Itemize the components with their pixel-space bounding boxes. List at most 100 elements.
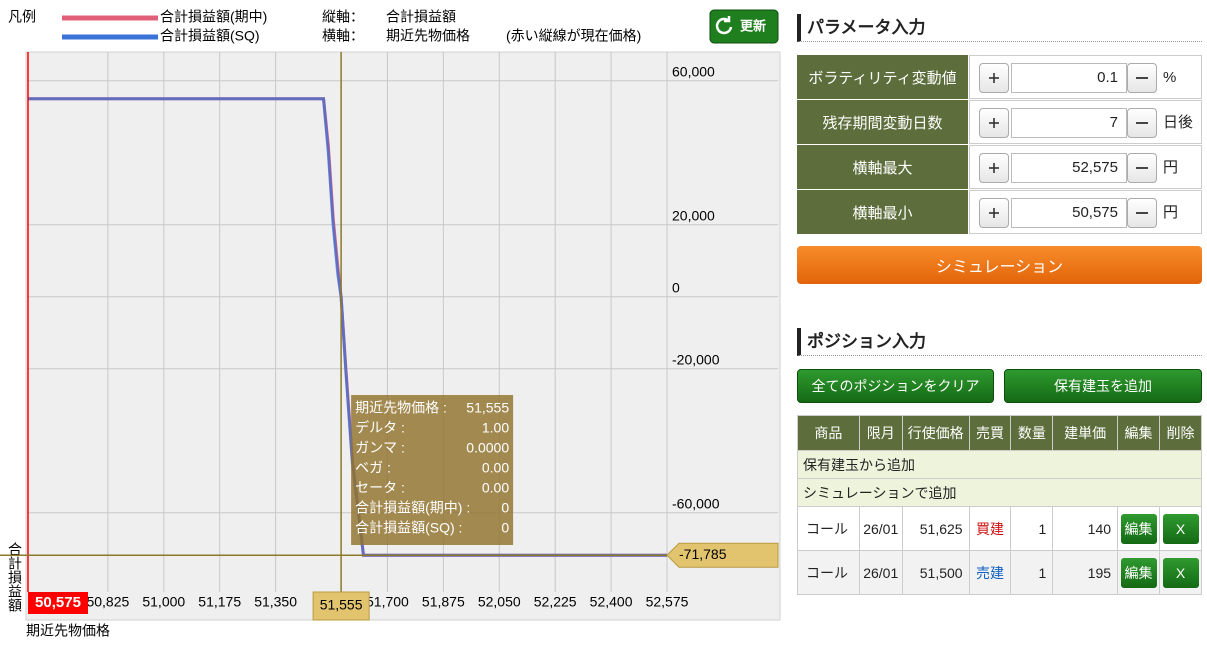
position-cell: コール xyxy=(797,506,860,551)
tooltip-label: ベガ : xyxy=(355,460,391,476)
tooltip-label: デルタ : xyxy=(355,420,405,436)
column-header: 削除 xyxy=(1159,415,1202,451)
column-header: 行使価格 xyxy=(901,415,970,451)
tooltip-value: 0 xyxy=(501,500,509,516)
tooltip-label: 合計損益額(期中) : xyxy=(355,500,470,516)
plus-button[interactable] xyxy=(979,153,1009,183)
tooltip-value: 0.00 xyxy=(482,480,509,496)
column-header: 限月 xyxy=(858,415,903,451)
param-input[interactable]: 52,575 xyxy=(1011,153,1127,183)
axis-info: 合計損益額 xyxy=(386,9,456,25)
y-tick-label: -20,000 xyxy=(672,352,720,368)
edit-button[interactable]: 編集 xyxy=(1120,557,1157,588)
refresh-button[interactable]: 更新 xyxy=(709,9,779,44)
param-cell: 0.1% xyxy=(969,55,1202,99)
delete-cell: X xyxy=(1159,506,1202,551)
column-header: 編集 xyxy=(1117,415,1160,451)
plus-button[interactable] xyxy=(979,108,1009,138)
tooltip-value: 0 xyxy=(501,520,509,536)
plus-button[interactable] xyxy=(979,63,1009,93)
x-tick-label: 52,225 xyxy=(534,594,577,610)
tooltip-label: ガンマ : xyxy=(355,440,405,456)
position-row: コール 26/01 51,500 売建 1 195 編集 X xyxy=(797,550,1202,595)
axis-info: (赤い縦線が現在価格) xyxy=(506,28,641,44)
y-tick-label: 20,000 xyxy=(672,208,715,224)
tooltip-value: 0.00 xyxy=(482,460,509,476)
x-tick-label: 52,400 xyxy=(590,594,633,610)
position-cell: コール xyxy=(797,550,860,595)
section-row: シミュレーションで追加 xyxy=(797,478,1202,507)
minus-icon xyxy=(1136,122,1148,124)
position-table: 商品 限月 行使価格 売買 数量 建単価 編集 削除 保有建玉から追加 シミュレーションで追加 コー… xyxy=(797,415,1202,595)
column-header: 建単価 xyxy=(1052,415,1119,451)
legend-item: 合計損益額(SQ) xyxy=(160,28,260,44)
position-cell: 51,500 xyxy=(901,550,970,595)
position-cell: 1 xyxy=(1010,550,1054,595)
x-axis-label: 期近先物価格 xyxy=(26,623,110,639)
tooltip-value: 0.0000 xyxy=(466,440,509,456)
tooltip-label: セータ : xyxy=(355,480,405,496)
axis-info: 横軸： xyxy=(322,28,364,44)
param-label: 横軸最大 xyxy=(797,145,968,190)
refresh-label[interactable]: 更新 xyxy=(740,18,766,33)
minus-button[interactable] xyxy=(1127,63,1157,93)
legend-item: 合計損益額(期中) xyxy=(160,9,267,25)
cursor-y-tag xyxy=(666,542,779,568)
delete-button[interactable]: X xyxy=(1162,557,1199,588)
cursor-x-label: 51,555 xyxy=(320,597,363,613)
add-button[interactable]: 保有建玉を追加 xyxy=(1004,369,1202,403)
y-tick-label: 0 xyxy=(672,280,680,296)
y-tick-label: -60,000 xyxy=(672,496,720,512)
x-tick-label: 51,875 xyxy=(422,594,465,610)
plus-button[interactable] xyxy=(979,198,1009,228)
tooltip-label: 合計損益額(SQ) : xyxy=(355,520,462,536)
plus-icon xyxy=(989,163,999,173)
x-tick-label: 52,050 xyxy=(478,594,521,610)
param-label: ボラティリティ変動値 xyxy=(797,55,968,100)
simulate-button[interactable]: シミュレーション xyxy=(797,246,1202,284)
section-header: パラメータ入力 xyxy=(797,14,1202,42)
refresh-icon xyxy=(715,16,733,35)
plus-icon xyxy=(989,208,999,218)
param-cell: 50,575 円 xyxy=(969,190,1202,234)
x-tick-label: 51,000 xyxy=(142,594,185,610)
param-input[interactable]: 50,575 xyxy=(1011,198,1127,228)
tooltip-label: 期近先物価格 : xyxy=(355,400,447,416)
section-label: 保有建玉から追加 xyxy=(797,450,1202,479)
cursor-y-label: -71,785 xyxy=(679,546,727,562)
tooltip-bg xyxy=(351,395,514,545)
edit-cell: 編集 xyxy=(1117,550,1160,595)
edit-cell: 編集 xyxy=(1117,506,1160,551)
axis-info: 縦軸： xyxy=(322,9,364,25)
param-input[interactable]: 0.1 xyxy=(1011,63,1127,93)
cursor-x-box xyxy=(312,591,370,621)
position-cell: 買建 xyxy=(968,506,1012,551)
position-cell: 140 xyxy=(1052,506,1119,551)
edit-button[interactable]: 編集 xyxy=(1120,513,1157,544)
position-row: コール 26/01 51,625 買建 1 140 編集 X xyxy=(797,506,1202,551)
x-tick-label: 52,575 xyxy=(646,594,689,610)
minus-button[interactable] xyxy=(1127,198,1157,228)
column-header: 商品 xyxy=(797,415,860,451)
axis-info: 期近先物価格 xyxy=(386,28,470,44)
minus-button[interactable] xyxy=(1127,153,1157,183)
x-tick-label: 51,700 xyxy=(366,594,409,610)
delete-button[interactable]: X xyxy=(1162,513,1199,544)
column-header: 売買 xyxy=(968,415,1012,451)
clear-button[interactable]: 全てのポジションをクリア xyxy=(797,369,994,403)
minus-button[interactable] xyxy=(1127,108,1157,138)
param-unit: 円 xyxy=(1163,204,1179,221)
position-cell: 51,625 xyxy=(901,506,970,551)
param-input[interactable]: 7 xyxy=(1011,108,1127,138)
column-header: 数量 xyxy=(1010,415,1054,451)
plus-icon xyxy=(989,118,999,128)
param-unit: 円 xyxy=(1163,159,1179,176)
section-label: シミュレーションで追加 xyxy=(797,478,1202,507)
param-cell: 52,575 円 xyxy=(969,145,1202,189)
current-price-label: 50,575 xyxy=(35,594,81,611)
param-label: 横軸最小 xyxy=(797,190,968,235)
position-cell: 26/01 xyxy=(858,550,903,595)
tooltip-value: 1.00 xyxy=(482,420,509,436)
minus-icon xyxy=(1136,167,1148,169)
